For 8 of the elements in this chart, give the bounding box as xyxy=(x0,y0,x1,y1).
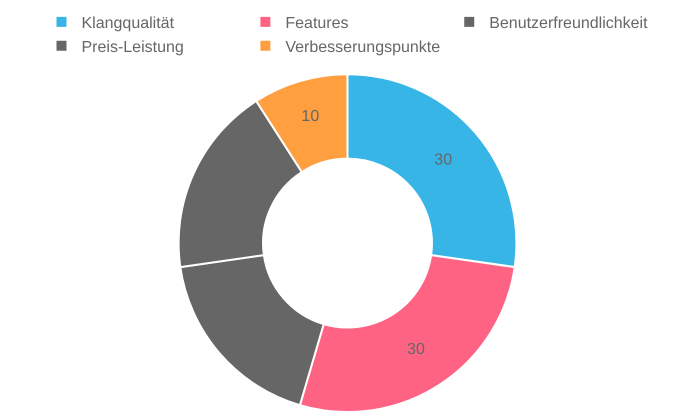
legend-label: Klangqualität xyxy=(82,15,175,32)
legend-label: Features xyxy=(285,15,349,32)
legend-label: Verbesserungspunkte xyxy=(285,38,440,56)
data-label: 10 xyxy=(301,108,320,126)
legend-label: Benutzerfreundlichkeit xyxy=(489,15,648,32)
legend-label: Preis-Leistung xyxy=(82,38,184,56)
data-label: 30 xyxy=(434,152,452,169)
data-label: 30 xyxy=(407,341,425,358)
